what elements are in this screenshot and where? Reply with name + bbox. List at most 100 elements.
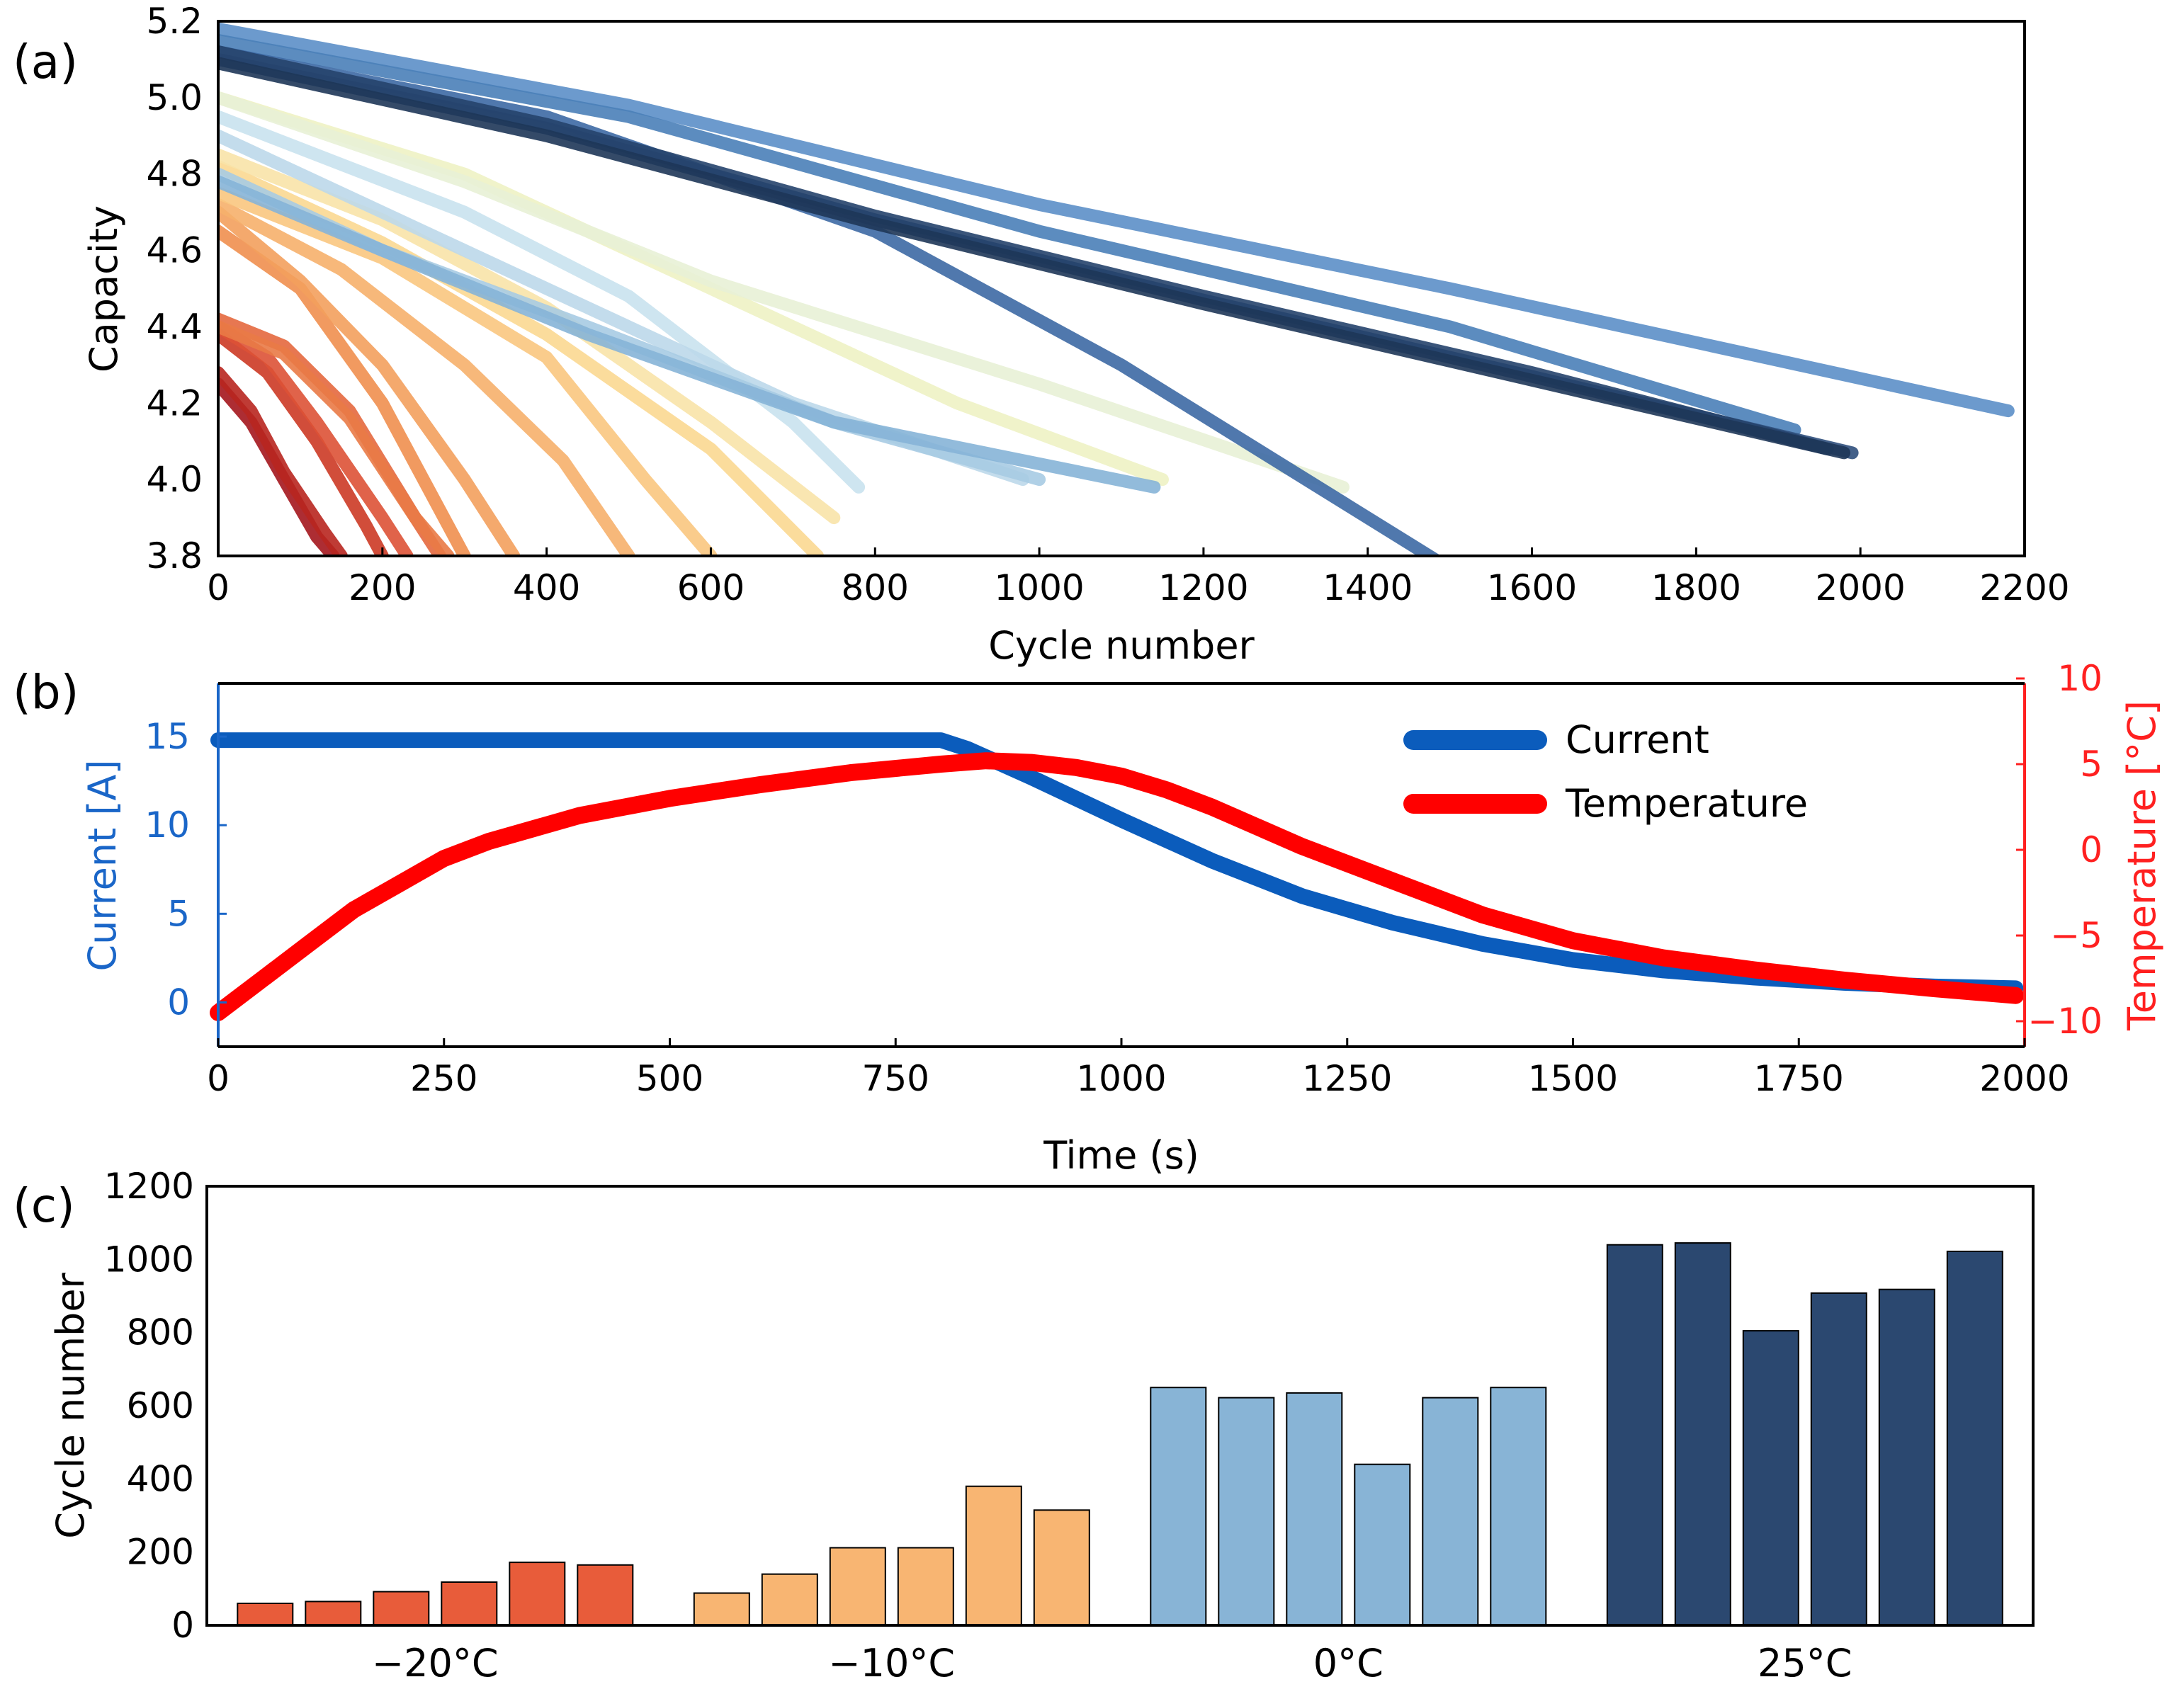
a-y-tick-label: 5.2 — [146, 1, 203, 42]
bar-2-1 — [1218, 1397, 1275, 1626]
b-y2-tick-label: −10 — [2027, 1001, 2103, 1042]
panel-c-frame — [205, 1185, 2035, 1627]
bar-1-2 — [829, 1547, 886, 1626]
c-category-label: 25°C — [1758, 1641, 1852, 1686]
panel-a-series — [218, 22, 2015, 556]
a-x-tick-label: 0 — [207, 567, 230, 608]
bar-2-5 — [1490, 1387, 1547, 1626]
c-y-tick-label: 200 — [127, 1532, 194, 1573]
a-x-tick-label: 1000 — [994, 567, 1084, 608]
bar-2-2 — [1286, 1392, 1343, 1627]
bar-0-5 — [577, 1564, 634, 1627]
a-x-tick-label: 1400 — [1323, 567, 1413, 608]
b-y-tick-label: 5 — [167, 893, 190, 934]
panel-a-y-ticks: 3.8 4.0 4.2 4.4 4.6 4.8 5.0 5.2 — [146, 1, 203, 576]
capacity-series-6 — [218, 224, 471, 556]
bar-1-4 — [965, 1485, 1022, 1626]
panel-b-current-temperature: (b) 0 250 500 750 1000 1250 1500 1750 2000 0 5 10 1… — [13, 658, 2164, 1178]
panel-a-label: (a) — [13, 35, 78, 89]
c-y-tick-label: 0 — [171, 1605, 194, 1646]
bar-3-2 — [1742, 1330, 1799, 1626]
capacity-series-13 — [218, 91, 1350, 494]
panel-b-x-ticks: 0 250 500 750 1000 1250 1500 1750 2000 — [207, 1038, 2070, 1099]
capacity-series-10 — [218, 159, 825, 556]
b-x-tick-label: 1000 — [1076, 1058, 1166, 1099]
b-x-tick-label: 0 — [207, 1058, 230, 1099]
b-y-tick-label: 0 — [167, 982, 190, 1023]
b-y2-tick-label: 5 — [2080, 744, 2103, 785]
a-x-tick-label: 800 — [842, 567, 909, 608]
bar-2-3 — [1354, 1463, 1411, 1626]
bar-3-0 — [1606, 1244, 1663, 1626]
b-x-tick-label: 250 — [410, 1058, 477, 1099]
legend-current-label: Current — [1566, 717, 1709, 762]
panel-b-y2-ticks: −10 −5 0 5 10 — [2016, 658, 2103, 1042]
c-category-label: −20°C — [372, 1641, 499, 1686]
a-y-tick-label: 4.8 — [146, 154, 203, 195]
panel-c-cycle-life-bars: (c) 0 200 400 600 800 1000 1200 −20°C −10°C 0°C 2… — [13, 1166, 2035, 1686]
a-x-tick-label: 1800 — [1651, 567, 1741, 608]
bar-3-4 — [1878, 1288, 1935, 1626]
capacity-series-1 — [218, 366, 348, 556]
bar-0-0 — [237, 1603, 294, 1626]
panel-c-category-labels: −20°C −10°C 0°C 25°C — [372, 1641, 1852, 1686]
a-y-tick-label: 4.0 — [146, 459, 203, 500]
a-y-tick-label: 4.4 — [146, 306, 203, 347]
bar-2-0 — [1150, 1387, 1207, 1626]
a-y-tick-label: 4.6 — [146, 230, 203, 271]
b-y-tick-label: 10 — [145, 805, 190, 846]
c-category-label: −10°C — [828, 1641, 955, 1686]
bar-0-1 — [305, 1601, 362, 1626]
b-x-tick-label: 1250 — [1302, 1058, 1392, 1099]
panel-b-series — [210, 732, 2025, 1021]
a-x-tick-label: 1600 — [1487, 567, 1577, 608]
capacity-series-14 — [218, 110, 866, 494]
b-y2-tick-label: 10 — [2057, 658, 2103, 699]
capacity-series-23 — [218, 57, 1850, 460]
b-x-tick-label: 500 — [636, 1058, 703, 1099]
panel-b-label: (b) — [13, 665, 79, 720]
c-y-tick-label: 800 — [127, 1312, 194, 1353]
bar-3-1 — [1674, 1242, 1731, 1626]
capacity-series-17 — [218, 175, 1161, 494]
b-x-tick-label: 1750 — [1754, 1058, 1844, 1099]
panel-c-label: (c) — [13, 1178, 75, 1233]
panel-b-x-axis-label: Time (s) — [1043, 1133, 1199, 1178]
a-x-tick-label: 400 — [513, 567, 580, 608]
panel-a-y-axis-label: Capacity — [81, 205, 126, 373]
a-x-tick-label: 2000 — [1816, 567, 1906, 608]
capacity-series-7 — [218, 205, 521, 556]
panel-b-y-axis-label: Current [A] — [80, 759, 125, 971]
c-y-tick-label: 600 — [127, 1385, 194, 1426]
a-y-tick-label: 3.8 — [146, 535, 203, 576]
a-x-tick-label: 2200 — [1979, 567, 2069, 608]
panel-b-y-ticks: 0 5 10 15 — [145, 716, 227, 1023]
capacity-series-8 — [218, 198, 635, 556]
panel-a-x-ticks: 0 200 400 600 800 1000 1200 1400 1600 1800 2000 220… — [207, 547, 2070, 608]
b-x-tick-label: 2000 — [1979, 1058, 2069, 1099]
b-x-tick-label: 750 — [862, 1058, 929, 1099]
bar-0-4 — [509, 1562, 566, 1627]
bar-0-2 — [373, 1591, 430, 1626]
capacity-series-5 — [218, 320, 455, 556]
bar-1-1 — [761, 1573, 818, 1626]
b-x-tick-label: 1500 — [1528, 1058, 1618, 1099]
c-category-label: 0°C — [1313, 1641, 1384, 1686]
panel-c-y-axis-label: Cycle number — [48, 1272, 93, 1538]
panel-c-y-ticks: 0 200 400 600 800 1000 1200 — [104, 1166, 194, 1646]
bar-3-5 — [1946, 1251, 2003, 1626]
c-y-tick-label: 400 — [127, 1458, 194, 1499]
b-y-tick-label: 15 — [145, 716, 190, 757]
a-x-tick-label: 1200 — [1158, 567, 1248, 608]
b-y2-tick-label: 0 — [2080, 829, 2103, 870]
capacity-series-19 — [218, 34, 1801, 436]
temperature-line — [210, 752, 2025, 1021]
b-y2-tick-label: −5 — [2050, 915, 2103, 956]
c-y-tick-label: 1000 — [104, 1239, 194, 1280]
bar-1-3 — [897, 1547, 954, 1626]
panel-b-legend: Current Temperature — [1403, 717, 1808, 826]
a-y-tick-label: 4.2 — [146, 382, 203, 424]
capacity-series-3 — [218, 320, 414, 556]
panel-a-frame — [217, 20, 2026, 557]
